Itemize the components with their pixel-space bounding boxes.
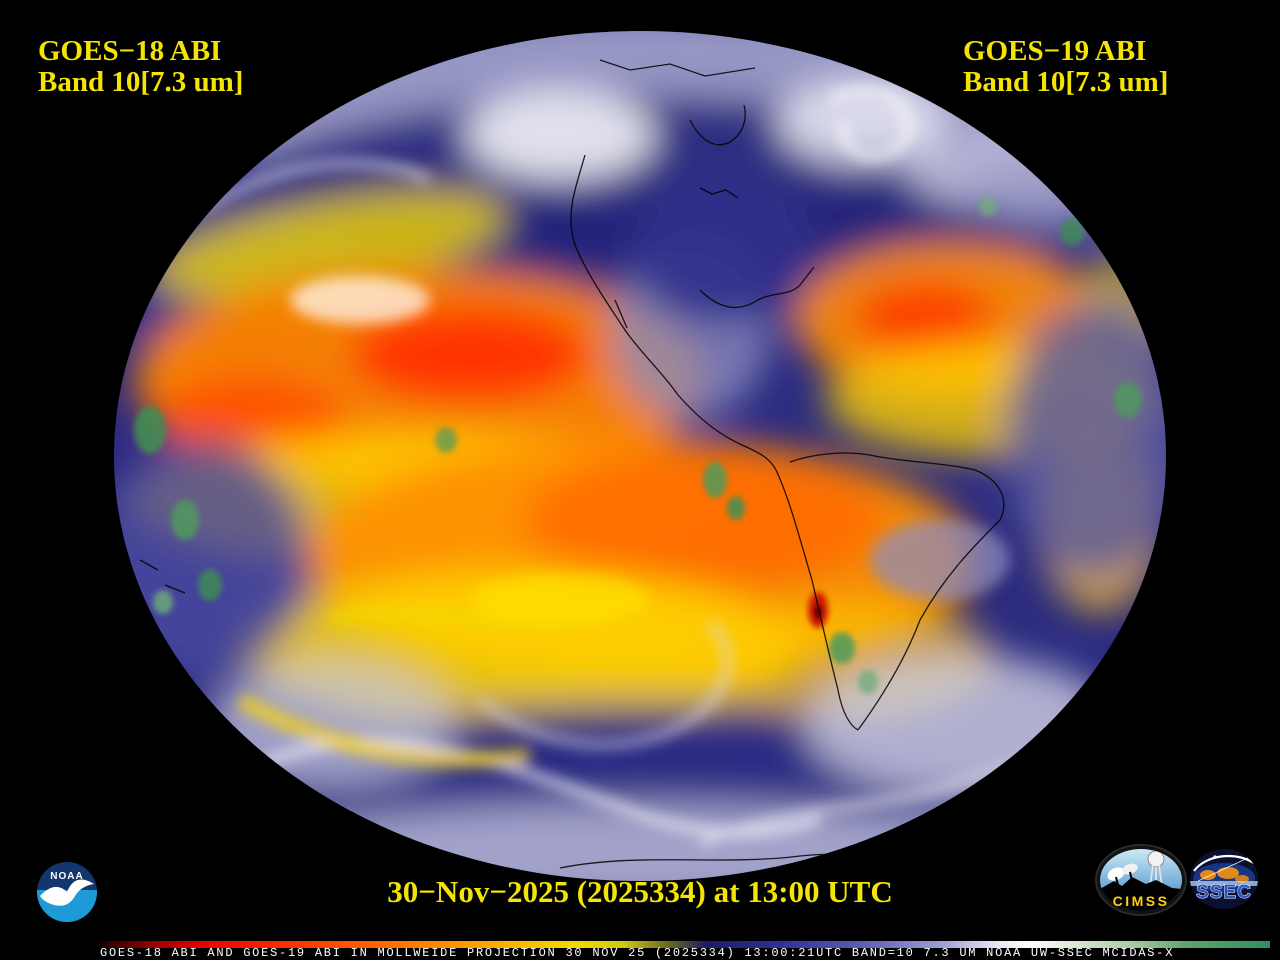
band-label-left: Band 10[7.3 um] <box>38 66 244 98</box>
cimss-logo: CIMSS <box>1095 844 1187 916</box>
star-icon <box>1213 855 1217 859</box>
continent-shape <box>1217 867 1239 879</box>
ssec-logo: SSEC <box>1190 849 1258 909</box>
satellite-dish-icon <box>1107 867 1125 881</box>
noaa-logo: NOAA <box>37 862 97 922</box>
satellite-name-left: GOES−18 ABI <box>38 35 222 67</box>
orbit-arc-icon <box>1193 855 1255 872</box>
status-line: GOES-18 ABI AND GOES-19 ABI IN MOLLWEIDE… <box>100 946 1175 960</box>
timestamp-label: 30−Nov−2025 (2025334) at 13:00 UTC <box>387 874 893 909</box>
satellite-title-right: GOES−19 ABI Band 10[7.3 um] <box>963 36 1168 98</box>
noaa-logo-label: NOAA <box>50 871 83 882</box>
ssec-logo-label: SSEC <box>1196 882 1252 903</box>
noaa-gull-icon <box>40 879 94 906</box>
continent-shape <box>1200 870 1216 880</box>
band-label-right: Band 10[7.3 um] <box>963 66 1169 98</box>
cimss-logo-label: CIMSS <box>1113 893 1170 909</box>
coastline-overlay <box>139 59 1005 869</box>
satellite-dish-icon <box>1122 863 1138 875</box>
satellite-name-right: GOES−19 ABI <box>963 35 1147 67</box>
satellite-title-left: GOES−18 ABI Band 10[7.3 um] <box>38 36 243 98</box>
colorbar-gradient <box>96 941 1270 948</box>
water-tower-dome-icon <box>1147 850 1165 868</box>
